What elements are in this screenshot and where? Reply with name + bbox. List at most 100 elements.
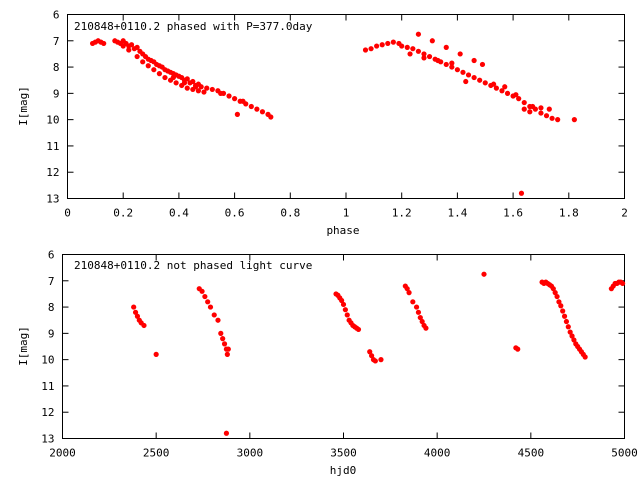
phased-data-point <box>162 74 168 81</box>
phased-data-point <box>538 105 544 111</box>
unphased-data-point <box>417 314 423 321</box>
phased-data-point <box>268 114 274 120</box>
phased-x-tick-label: 0 <box>64 207 71 220</box>
phased-data-point <box>546 106 552 112</box>
unphased-data-point <box>355 326 362 333</box>
phased-data-point <box>181 80 188 86</box>
phased-data-point <box>195 88 201 94</box>
unphased-data-point <box>550 286 556 292</box>
unphased-data-point <box>153 351 159 357</box>
phased-y-tick-label: 12 <box>46 166 59 179</box>
unphased-data-point <box>481 271 487 277</box>
unphased-data-point <box>554 293 560 300</box>
phased-data-point <box>491 81 497 87</box>
unphased-data-point <box>556 299 562 305</box>
phased-data-point <box>204 85 210 91</box>
phased-data-point <box>145 63 151 69</box>
phased-data-point <box>504 90 511 96</box>
phased-data-point <box>549 115 555 121</box>
phased-data-point <box>435 57 441 64</box>
phased-data-point <box>502 84 508 90</box>
phased-data-point <box>226 93 232 99</box>
unphased-data-point <box>378 357 384 363</box>
phased-y-tick-label: 9 <box>53 87 60 100</box>
phased-data-point <box>521 99 527 106</box>
phased-x-tick-label: 0.6 <box>225 207 245 220</box>
phased-data-point <box>390 39 396 45</box>
phased-data-point <box>421 51 427 57</box>
phased-x-tick-label: 1 <box>343 207 350 220</box>
unphased-data-point <box>199 288 205 294</box>
unphased-data-point <box>225 346 231 352</box>
phased-data-point <box>234 111 240 117</box>
phased-data-point <box>248 103 254 110</box>
phased-data-point <box>128 42 135 48</box>
phased-x-axis-label: phase <box>326 224 359 237</box>
phased-data-point <box>415 31 422 37</box>
unphased-data-point <box>224 351 230 357</box>
phased-data-point <box>368 46 374 52</box>
unphased-data-point <box>413 304 420 310</box>
phased-data-point <box>134 53 140 60</box>
unphased-x-axis-label: hjd0 <box>330 464 357 477</box>
unphased-data-point <box>558 303 564 309</box>
phased-x-tick-label: 1.2 <box>392 207 412 220</box>
phased-axis-ticks <box>67 14 625 199</box>
unphased-data-point <box>620 280 626 287</box>
phased-data-point <box>415 48 422 54</box>
phased-data-point <box>399 43 405 49</box>
phased-x-tick-label: 2 <box>621 207 628 220</box>
unphased-x-tick-label: 3000 <box>237 447 264 460</box>
phased-data-point <box>538 110 544 116</box>
unphased-y-tick-label: 7 <box>48 275 55 288</box>
unphased-data-point <box>415 309 422 315</box>
phased-data-point <box>529 103 536 110</box>
unphased-data-point <box>404 286 410 292</box>
unphased-plot-title: 210848+0110.2 not phased light curve <box>74 259 312 272</box>
phased-data-point <box>156 71 163 77</box>
phased-data-point <box>240 98 246 104</box>
unphased-data-point <box>132 309 139 315</box>
phased-y-tick-label: 7 <box>53 35 60 48</box>
phased-data-point <box>232 96 238 102</box>
unphased-data-points <box>131 271 626 436</box>
phased-data-point <box>101 40 107 47</box>
phased-data-point <box>151 67 157 73</box>
phased-data-point <box>120 43 126 49</box>
unphased-data-point <box>202 293 208 300</box>
phased-x-tick-label: 0.2 <box>113 207 133 220</box>
phased-data-point <box>193 84 199 90</box>
unphased-data-point <box>569 333 575 339</box>
unphased-data-point <box>205 299 211 305</box>
phased-data-point <box>126 47 132 53</box>
phased-data-point <box>443 44 449 50</box>
phased-data-point <box>493 85 499 91</box>
phased-x-tick-labels: 0 0.2 0.4 0.6 0.8 1 1.2 1.4 1.6 1.8 2 <box>64 207 628 220</box>
unphased-data-point <box>567 329 573 335</box>
phased-data-point <box>449 64 455 70</box>
unphased-x-tick-label: 5000 <box>611 447 638 460</box>
unphased-x-tick-label: 2000 <box>49 447 76 460</box>
phased-data-point <box>407 51 413 57</box>
unphased-data-point <box>220 336 226 342</box>
phased-data-point <box>410 46 416 52</box>
unphased-light-curve-panel: 6 7 8 9 10 11 12 13 2000 2500 3000 3500 4000 4500 500… <box>17 249 638 478</box>
unphased-x-tick-label: 4000 <box>424 447 451 460</box>
unphased-data-point <box>515 346 521 352</box>
phased-data-point <box>173 80 179 86</box>
unphased-data-point <box>563 318 570 325</box>
unphased-data-point <box>339 297 345 304</box>
phased-x-tick-label: 1.4 <box>447 207 467 220</box>
phased-data-point <box>218 90 224 96</box>
phased-x-tick-label: 0.8 <box>280 207 300 220</box>
unphased-data-point <box>221 341 228 347</box>
unphased-data-point <box>552 290 558 296</box>
unphased-data-point <box>207 304 214 310</box>
unphased-data-point <box>372 358 378 364</box>
unphased-data-point <box>560 308 566 314</box>
phased-data-point <box>513 92 519 98</box>
phased-data-point <box>184 76 190 82</box>
unphased-y-tick-labels: 6 7 8 9 10 11 12 13 <box>41 249 54 446</box>
phased-y-tick-label: 6 <box>53 9 60 22</box>
phased-x-tick-label: 1.6 <box>503 207 523 220</box>
